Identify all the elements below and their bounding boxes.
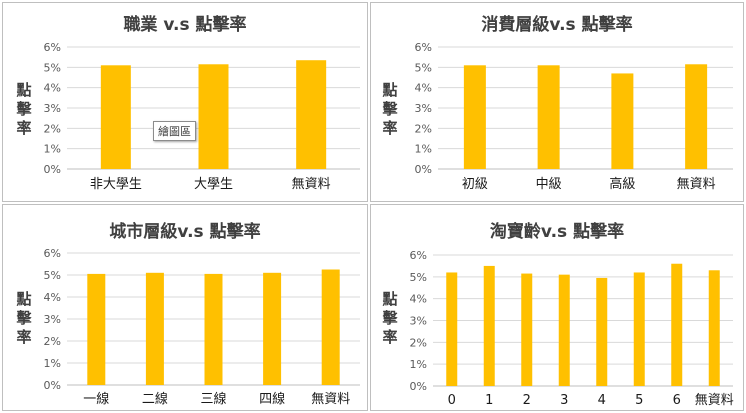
x-category-label: 非大學生 (90, 177, 142, 192)
plot-area: 0% 1% 2% 3% 4% 5% 6% 初級 中級 高級 無資料 (415, 41, 733, 192)
y-tick-label: 5% (44, 61, 61, 74)
plot-area: 0% 1% 2% 3% 4% 5% 6% 一線 二線 三線 四線 無資料 (44, 247, 360, 407)
y-tick-label: 0% (415, 163, 432, 176)
bar (633, 272, 645, 386)
y-tick-label: 1% (44, 357, 61, 370)
y-axis-label: 點擊率 (382, 290, 398, 346)
x-category-label: 6 (673, 393, 681, 408)
y-tick-label: 3% (44, 102, 61, 115)
x-category-label: 5 (635, 393, 643, 408)
bar (198, 64, 229, 169)
x-category-label: 一線 (83, 391, 109, 407)
x-category-label: 初級 (462, 177, 488, 192)
x-category-label: 無資料 (292, 177, 331, 192)
chart-panel-1: 職業 v.s 點擊率點擊率 0% 1% 2% 3% 4% 5% 6% 非大學生 大學生 無資料 (2, 2, 368, 202)
bar (483, 265, 495, 386)
y-tick-label: 1% (44, 143, 61, 156)
y-tick-label: 0% (44, 163, 61, 176)
x-category-label: 0 (448, 393, 456, 408)
x-category-label: 2 (523, 393, 531, 408)
bar (596, 277, 608, 386)
y-tick-label: 0% (44, 379, 61, 392)
y-tick-label: 1% (415, 143, 432, 156)
plot-area-tooltip: 繪圖區 (153, 121, 196, 141)
y-axis-label: 點擊率 (16, 290, 32, 346)
x-category-label: 無資料 (695, 393, 734, 408)
y-axis-label: 點擊率 (16, 81, 32, 137)
chart-panel-3: 城市層級v.s 點擊率點擊率 0% 1% 2% 3% 4% 5% 6% 一線 二線 三線 四線 無資料 (2, 204, 368, 411)
y-tick-label: 2% (44, 335, 61, 348)
y-tick-label: 6% (44, 41, 61, 54)
chart-panel-4: 淘寶齡v.s 點擊率點擊率 0% 1% 2% 3% 4% 5% 6% 0 1 2 3 4 5 6 無資料 (370, 204, 744, 411)
y-tick-label: 6% (410, 249, 427, 262)
bar (708, 270, 720, 386)
bar (446, 272, 458, 386)
bar (463, 65, 486, 169)
x-category-label: 中級 (536, 177, 562, 192)
chart-title: 淘寶齡v.s 點擊率 (489, 222, 625, 242)
x-category-label: 無資料 (677, 177, 716, 192)
bar (87, 273, 106, 385)
x-category-label: 高級 (609, 176, 635, 192)
bar (611, 73, 634, 169)
y-tick-label: 1% (410, 358, 427, 371)
bar (263, 272, 282, 385)
x-category-label: 3 (560, 393, 568, 408)
chart-title: 城市層級v.s 點擊率 (109, 222, 261, 242)
bar (296, 60, 327, 169)
plot-area: 0% 1% 2% 3% 4% 5% 6% 非大學生 大學生 無資料 (44, 41, 360, 192)
y-tick-label: 0% (410, 380, 427, 393)
y-tick-label: 3% (410, 315, 427, 328)
y-tick-label: 4% (415, 82, 432, 95)
y-tick-label: 4% (44, 291, 61, 304)
y-tick-label: 6% (415, 41, 432, 54)
y-tick-label: 5% (410, 271, 427, 284)
y-tick-label: 4% (410, 293, 427, 306)
bar (558, 274, 570, 386)
bar (537, 65, 560, 169)
y-tick-label: 4% (44, 82, 61, 95)
bar (100, 65, 131, 169)
plot-area: 0% 1% 2% 3% 4% 5% 6% 0 1 2 3 4 5 6 無資料 (410, 249, 734, 408)
y-tick-label: 3% (44, 313, 61, 326)
y-tick-label: 5% (415, 61, 432, 74)
y-tick-label: 5% (44, 269, 61, 282)
bar (521, 273, 533, 386)
bar (204, 273, 223, 385)
y-tick-label: 3% (415, 102, 432, 115)
x-category-label: 大學生 (194, 177, 233, 192)
x-category-label: 二線 (142, 391, 168, 407)
y-tick-label: 2% (44, 122, 61, 135)
bar (321, 269, 340, 385)
x-category-label: 4 (598, 393, 606, 408)
x-category-label: 四線 (259, 391, 285, 407)
chart-panel-2: 消費層級v.s 點擊率點擊率 0% 1% 2% 3% 4% 5% 6% 初級 中級 高級 無資料 (370, 2, 744, 202)
y-axis-label: 點擊率 (382, 81, 398, 137)
chart-title: 消費層級v.s 點擊率 (481, 15, 633, 35)
x-category-label: 無資料 (311, 392, 350, 407)
bar (685, 64, 708, 169)
chart-title: 職業 v.s 點擊率 (123, 15, 247, 35)
y-tick-label: 6% (44, 247, 61, 260)
bar (145, 272, 164, 385)
y-tick-label: 2% (410, 336, 427, 349)
x-category-label: 三線 (200, 391, 226, 407)
bar (671, 263, 683, 386)
y-tick-label: 2% (415, 122, 432, 135)
x-category-label: 1 (485, 393, 493, 408)
